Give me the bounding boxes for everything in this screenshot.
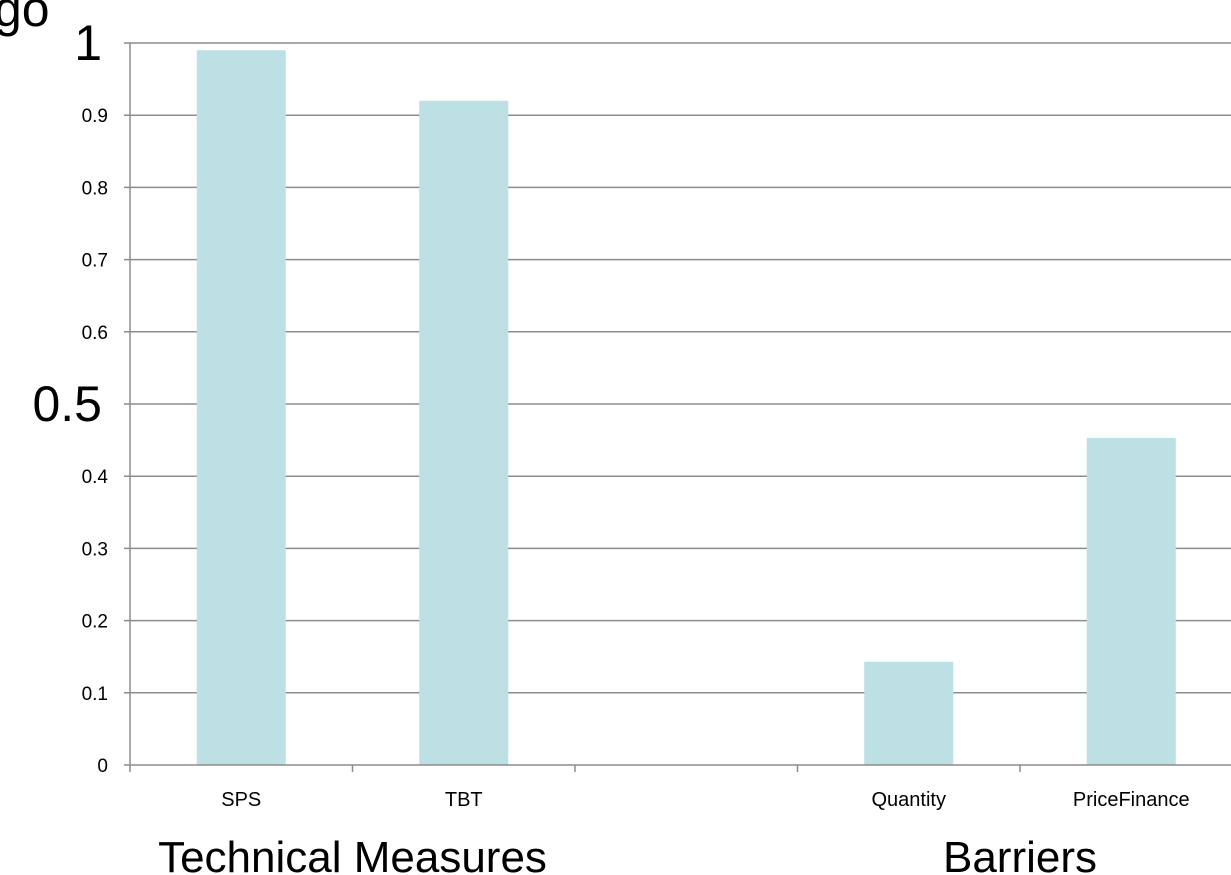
y-tick-label: 0.4 bbox=[82, 467, 109, 488]
x-tick-label: SPS bbox=[221, 789, 261, 811]
y-tick-label: 0.2 bbox=[82, 612, 108, 633]
y-tick-label: 0.6 bbox=[82, 323, 108, 344]
group-label: Technical Measures bbox=[158, 833, 547, 875]
y-tick-labels: 0 0.1 0.2 0.3 0.4 0.5 0.6 0.7 0.8 0.9 1 bbox=[32, 15, 108, 777]
partial-title-text: go bbox=[0, 0, 50, 37]
y-tick-label: 0.8 bbox=[82, 178, 108, 199]
x-tick-label: PriceFinance bbox=[1073, 789, 1190, 811]
y-tick-label: 0.9 bbox=[82, 106, 108, 127]
x-tick-label: Quantity bbox=[872, 789, 946, 811]
y-tick-label: 0.1 bbox=[82, 684, 108, 705]
axes bbox=[124, 42, 1231, 772]
y-tick-label: 0.3 bbox=[82, 539, 108, 560]
gridlines bbox=[130, 42, 1231, 694]
bar-sps bbox=[196, 50, 286, 766]
bar-pricefinance bbox=[1086, 437, 1176, 765]
y-tick-label: 0 bbox=[97, 756, 108, 777]
bars bbox=[196, 50, 1176, 766]
x-tick-labels: SPS TBT Quantity PriceFinance bbox=[221, 789, 1189, 811]
bar-tbt bbox=[419, 100, 509, 765]
group-labels: Technical Measures Barriers bbox=[158, 833, 1097, 875]
y-tick-label: 0.5 bbox=[32, 376, 102, 432]
bar-quantity bbox=[864, 661, 954, 765]
y-tick-label: 0.7 bbox=[82, 251, 108, 272]
y-tick-label: 1 bbox=[74, 15, 102, 71]
x-tick-label: TBT bbox=[445, 789, 483, 811]
group-label: Barriers bbox=[943, 833, 1097, 875]
